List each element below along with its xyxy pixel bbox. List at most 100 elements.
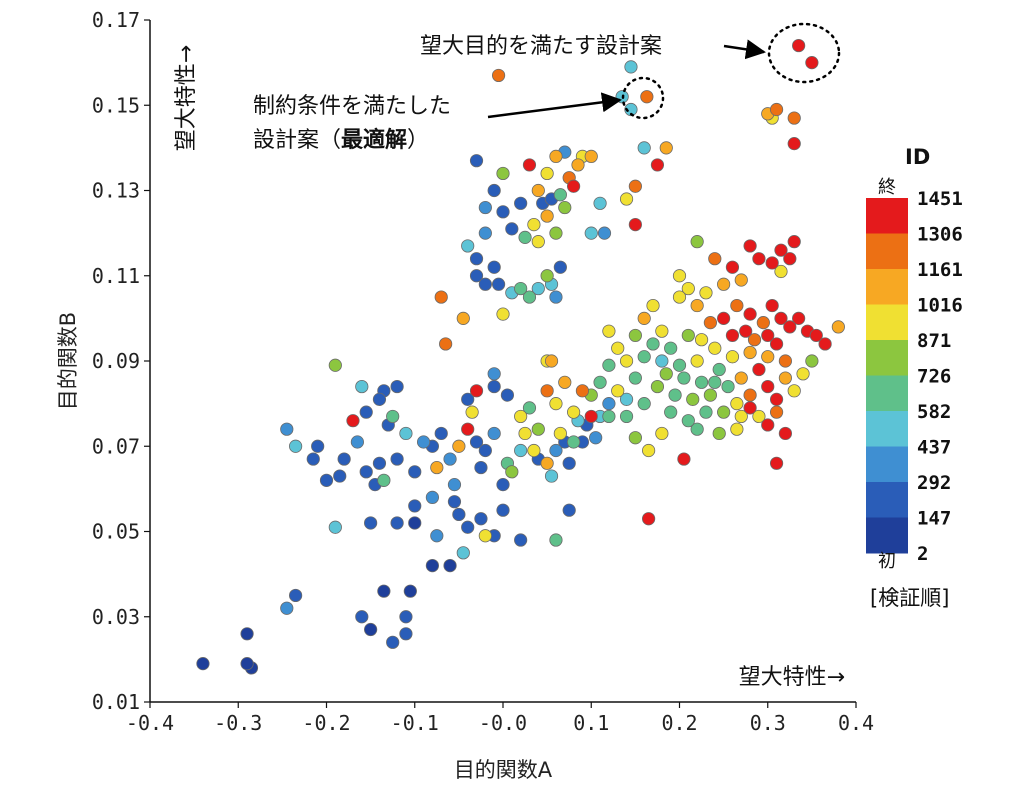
colorbar: ID 終 1451 1306 1161 1016 871 726 582 437 292 147 2… bbox=[866, 145, 963, 610]
y-axis-ticks: 0.01 0.03 0.05 0.07 0.09 0.11 0.13 0.15 0.17 bbox=[92, 8, 150, 714]
data-point bbox=[646, 298, 660, 313]
highlight-points bbox=[640, 38, 819, 104]
data-point bbox=[584, 409, 598, 424]
data-point bbox=[778, 354, 793, 368]
data-point bbox=[487, 426, 501, 441]
data-point bbox=[743, 307, 757, 321]
data-point bbox=[372, 456, 387, 470]
data-point bbox=[452, 507, 466, 522]
data-point bbox=[328, 520, 342, 534]
data-point bbox=[491, 68, 506, 83]
data-point bbox=[681, 281, 695, 296]
data-point bbox=[540, 384, 554, 398]
data-point bbox=[430, 460, 444, 475]
data-point bbox=[624, 102, 638, 117]
data-point bbox=[778, 426, 793, 441]
pareto-annotation: 望大目的を満たす設計案 bbox=[420, 34, 662, 59]
data-point bbox=[619, 392, 634, 406]
data-point bbox=[461, 520, 475, 534]
data-point bbox=[399, 426, 413, 441]
data-point bbox=[527, 218, 541, 232]
data-point bbox=[540, 166, 554, 181]
colorbar-swatch bbox=[866, 375, 908, 412]
y-tick-label: 0.17 bbox=[92, 8, 140, 32]
data-point bbox=[514, 533, 528, 547]
data-point bbox=[637, 141, 651, 155]
data-point bbox=[752, 252, 766, 266]
data-point bbox=[461, 422, 475, 436]
data-point bbox=[566, 405, 581, 419]
data-point bbox=[364, 516, 378, 530]
data-point bbox=[355, 610, 369, 624]
data-point bbox=[434, 426, 448, 441]
data-point bbox=[346, 414, 360, 428]
data-point bbox=[566, 179, 581, 193]
data-point bbox=[416, 435, 431, 449]
data-point bbox=[743, 239, 757, 253]
data-point bbox=[487, 379, 501, 394]
data-point bbox=[522, 401, 537, 415]
data-point bbox=[717, 277, 731, 291]
optimal-annotation-line1: 制約条件を満たした bbox=[253, 94, 451, 119]
data-point bbox=[787, 235, 801, 249]
data-point bbox=[487, 367, 501, 381]
x-direction-annotation: 望大特性→ bbox=[739, 665, 845, 690]
data-point bbox=[240, 657, 254, 671]
colorbar-tick-label: 871 bbox=[917, 330, 951, 352]
data-point bbox=[818, 337, 832, 351]
data-point bbox=[761, 418, 775, 432]
data-point bbox=[514, 281, 528, 296]
data-point bbox=[761, 379, 775, 394]
data-point bbox=[650, 158, 665, 172]
optimal-annotation-suffix: ） bbox=[407, 128, 429, 153]
data-point bbox=[809, 328, 823, 343]
colorbar-tick-label: 1016 bbox=[917, 295, 963, 317]
y-tick-label: 0.03 bbox=[92, 605, 140, 629]
data-point bbox=[796, 367, 810, 381]
data-point bbox=[518, 426, 532, 441]
data-point bbox=[765, 298, 779, 313]
data-point bbox=[544, 354, 559, 368]
data-point bbox=[730, 397, 744, 411]
data-point bbox=[337, 452, 351, 466]
optimal-arrow bbox=[487, 92, 622, 119]
y-tick-label: 0.01 bbox=[92, 690, 140, 714]
data-point bbox=[734, 371, 748, 385]
y-tick-label: 0.07 bbox=[92, 434, 140, 458]
data-point bbox=[619, 409, 634, 424]
data-point bbox=[699, 405, 713, 419]
data-point bbox=[553, 260, 567, 274]
data-point bbox=[659, 367, 673, 381]
data-point bbox=[505, 465, 519, 479]
data-point bbox=[469, 154, 484, 168]
data-point bbox=[664, 341, 678, 355]
data-point bbox=[531, 422, 545, 436]
data-point bbox=[549, 443, 563, 458]
data-point bbox=[496, 478, 510, 492]
y-tick-label: 0.13 bbox=[92, 179, 140, 203]
data-point bbox=[443, 558, 457, 573]
data-point bbox=[619, 192, 634, 206]
data-point bbox=[549, 149, 563, 163]
data-point bbox=[655, 354, 669, 368]
data-points bbox=[196, 60, 845, 675]
data-point bbox=[514, 196, 528, 210]
colorbar-labels: 1451 1306 1161 1016 871 726 582 437 292 147 2 bbox=[917, 188, 963, 565]
data-point bbox=[553, 188, 567, 202]
data-point bbox=[769, 337, 784, 351]
colorbar-swatch bbox=[866, 198, 908, 234]
data-point bbox=[280, 422, 294, 436]
data-point bbox=[456, 311, 470, 325]
data-point bbox=[769, 102, 784, 117]
data-point bbox=[743, 345, 757, 360]
data-point bbox=[558, 200, 572, 215]
data-point bbox=[734, 409, 748, 424]
data-point bbox=[831, 320, 845, 334]
x-tick-label: -0.1 bbox=[391, 711, 439, 735]
x-tick-label: -0.2 bbox=[302, 711, 350, 735]
data-point bbox=[518, 230, 532, 244]
data-point bbox=[664, 405, 678, 419]
colorbar-tick-label: 1451 bbox=[917, 188, 963, 210]
data-point bbox=[566, 435, 581, 449]
colorbar-tick-label: 292 bbox=[917, 472, 951, 494]
